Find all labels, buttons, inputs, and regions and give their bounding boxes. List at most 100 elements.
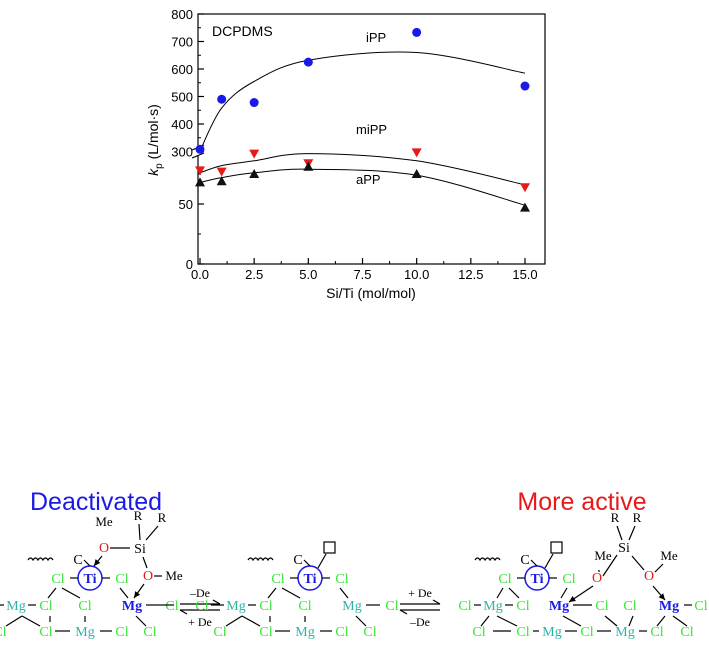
arrow-head [134,591,141,598]
oxygen-atom: O [592,571,602,586]
eq2-bottom-label: –De [409,615,430,629]
x-tick-label: 10.0 [404,267,429,282]
chlorine-atom: Cl [680,625,693,640]
oxygen-atom: O [143,569,153,584]
x-tick-label: 0.0 [191,267,209,282]
eq1-bottom-label: + De [188,615,212,629]
polymer-chain [247,557,274,562]
bond [654,563,664,573]
data-points [195,27,530,212]
chlorine-atom: Cl [516,625,529,640]
chlorine-atom: Cl [498,572,511,587]
chlorine-atom: Cl [0,625,7,640]
bond [145,525,159,541]
point-miPP [411,148,422,158]
magnesium-atom: Mg [75,625,94,640]
vacancy-square [323,541,336,554]
point-miPP [249,149,260,159]
chlorine-atom: Cl [39,625,52,640]
r-group: R [158,510,167,525]
x-axis-label: Si/Ti (mol/mol) [326,285,416,301]
methyl-group: Me [660,548,678,563]
x-tick-label: 12.5 [458,267,483,282]
chlorine-atom: Cl [271,572,284,587]
point-miPP [216,167,227,177]
oxygen-atom: O [99,541,109,556]
bond [225,615,243,627]
methyl-group: Me [165,568,183,583]
bond [628,615,634,627]
point-aPP [520,202,530,212]
bond [138,523,141,541]
x-tick-label: 5.0 [299,267,317,282]
magnesium-atom: Mg [659,599,679,614]
chlorine-atom: Cl [259,599,272,614]
chlorine-atom: Cl [115,625,128,640]
bond [631,555,645,571]
series-labels: iPP miPP aPP [356,30,387,187]
chlorine-atom: Cl [650,625,663,640]
r-group: R [611,510,620,525]
arrow-head [94,559,101,566]
chlorine-atom: Cl [39,599,52,614]
silicon-atom: Si [134,542,146,557]
methyl-group: Me [594,548,612,563]
methyl-group: Me [95,514,113,529]
point-iPP [520,81,530,91]
bond [303,559,311,567]
chlorine-atom: Cl [472,625,485,640]
y-axis-ticks: 0 50 300 400 500 600 700 800 [171,7,204,272]
series-label-iPP: iPP [366,30,386,45]
y-tick-label: 300 [171,145,193,160]
point-iPP [412,27,422,37]
scheme-title-deactivated: Deactivated [30,488,162,516]
bond [560,587,568,599]
chlorine-atom: Cl [623,599,636,614]
chlorine-atom: Cl [694,599,707,614]
bond [142,556,148,569]
chlorine-atom: Cl [195,599,208,614]
chlorine-atom: Cl [385,599,398,614]
magnesium-atom: Mg [483,599,502,614]
bond [267,587,277,599]
bond [5,615,23,627]
y-tick-label: 0 [186,257,193,272]
polymer-chain [474,557,501,562]
point-aPP [249,169,260,178]
bond [61,587,81,599]
magnesium-atom: Mg [342,599,361,614]
y-tick-label: 800 [171,7,193,22]
y-tick-label: 700 [171,35,193,50]
chlorine-atom: Cl [78,599,91,614]
point-iPP [195,144,205,154]
magnesium-atom: Mg [615,625,634,640]
eq1-top-label: –De [189,586,210,600]
x-axis-ticks: 0.0 2.5 5.0 7.5 10.0 12.5 15.0 [191,258,538,282]
chlorine-atom: Cl [259,625,272,640]
bond [135,615,147,627]
point-iPP [303,57,313,67]
structure-deactivated: TiClClClMgClClMgClClClMgClClCMeOSiRROMe [0,508,183,640]
series-label-aPP: aPP [356,172,381,187]
chlorine-atom: Cl [562,572,575,587]
bond [562,615,582,627]
bond [241,615,261,627]
bond [480,615,490,627]
titanium-atom: Ti [531,572,544,587]
chlorine-atom: Cl [51,572,64,587]
magnesium-atom: Mg [122,599,142,614]
chlorine-atom: Cl [298,599,311,614]
point-iPP [249,98,259,108]
carbon-atom: C [73,553,82,568]
bond [604,615,618,627]
arrow-head [569,595,576,602]
point-aPP [303,161,314,171]
magnesium-atom: Mg [542,625,561,640]
bond [496,615,518,627]
chlorine-atom: Cl [115,572,128,587]
titanium-atom: Ti [304,572,317,587]
chlorine-atom: Cl [458,599,471,614]
chart-annotation: DCPDMS [212,23,273,39]
